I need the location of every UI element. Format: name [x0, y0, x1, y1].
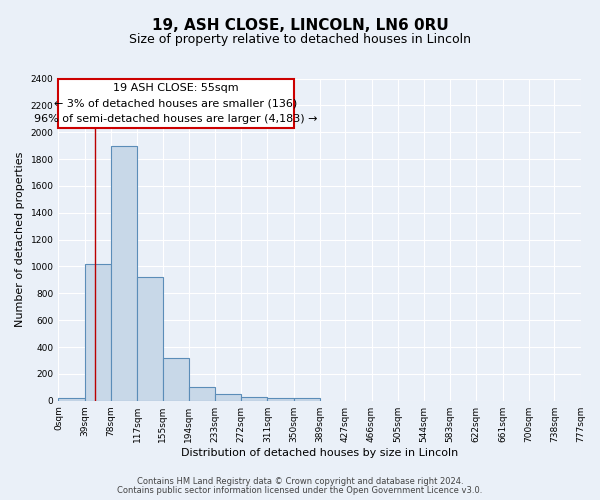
Bar [241, 396, 268, 400]
Text: Contains public sector information licensed under the Open Government Licence v3: Contains public sector information licen… [118, 486, 482, 495]
Text: Contains HM Land Registry data © Crown copyright and database right 2024.: Contains HM Land Registry data © Crown c… [137, 477, 463, 486]
X-axis label: Distribution of detached houses by size in Lincoln: Distribution of detached houses by size … [181, 448, 458, 458]
Y-axis label: Number of detached properties: Number of detached properties [15, 152, 25, 328]
Bar [189, 386, 215, 400]
Text: 19, ASH CLOSE, LINCOLN, LN6 0RU: 19, ASH CLOSE, LINCOLN, LN6 0RU [152, 18, 448, 32]
Bar [137, 277, 163, 400]
Bar [85, 264, 111, 400]
Bar [58, 398, 85, 400]
Text: 19 ASH CLOSE: 55sqm
← 3% of detached houses are smaller (136)
96% of semi-detach: 19 ASH CLOSE: 55sqm ← 3% of detached hou… [34, 82, 318, 124]
Bar [163, 358, 189, 401]
Bar [293, 398, 320, 400]
Bar [268, 398, 293, 400]
Text: Size of property relative to detached houses in Lincoln: Size of property relative to detached ho… [129, 32, 471, 46]
Bar [215, 394, 241, 400]
Bar [111, 146, 137, 400]
